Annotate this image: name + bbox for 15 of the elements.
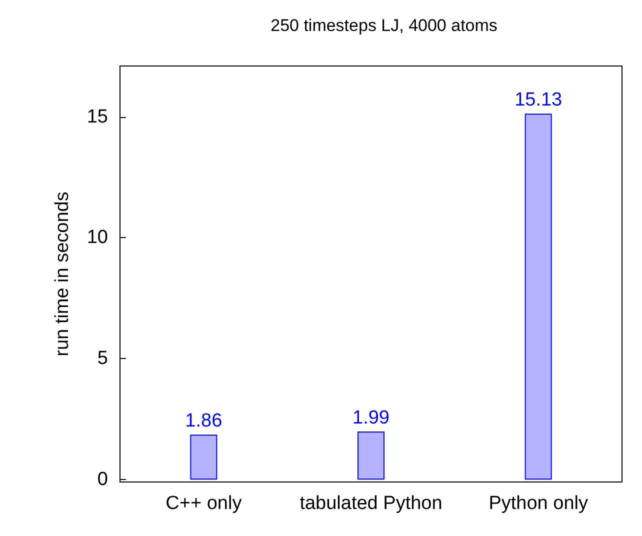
data-label: 15.13 (514, 90, 562, 111)
x-tick-label: C++ only (166, 493, 242, 514)
data-label: 1.86 (185, 410, 222, 432)
y-axis-title: run time in seconds (52, 192, 73, 356)
bar (524, 114, 552, 480)
bar (358, 431, 384, 480)
x-tick-label: Python only (488, 493, 588, 514)
y-tick-label: 0 (97, 469, 108, 490)
data-label: 1.99 (352, 407, 390, 428)
bar (190, 434, 218, 480)
y-tick-label: 5 (97, 348, 108, 370)
x-tick-label: tabulated Python (300, 493, 442, 514)
chart-title: 250 timesteps LJ, 4000 atoms (270, 16, 498, 35)
y-tick-label: 10 (86, 227, 108, 248)
y-tick-label: 15 (86, 106, 108, 128)
